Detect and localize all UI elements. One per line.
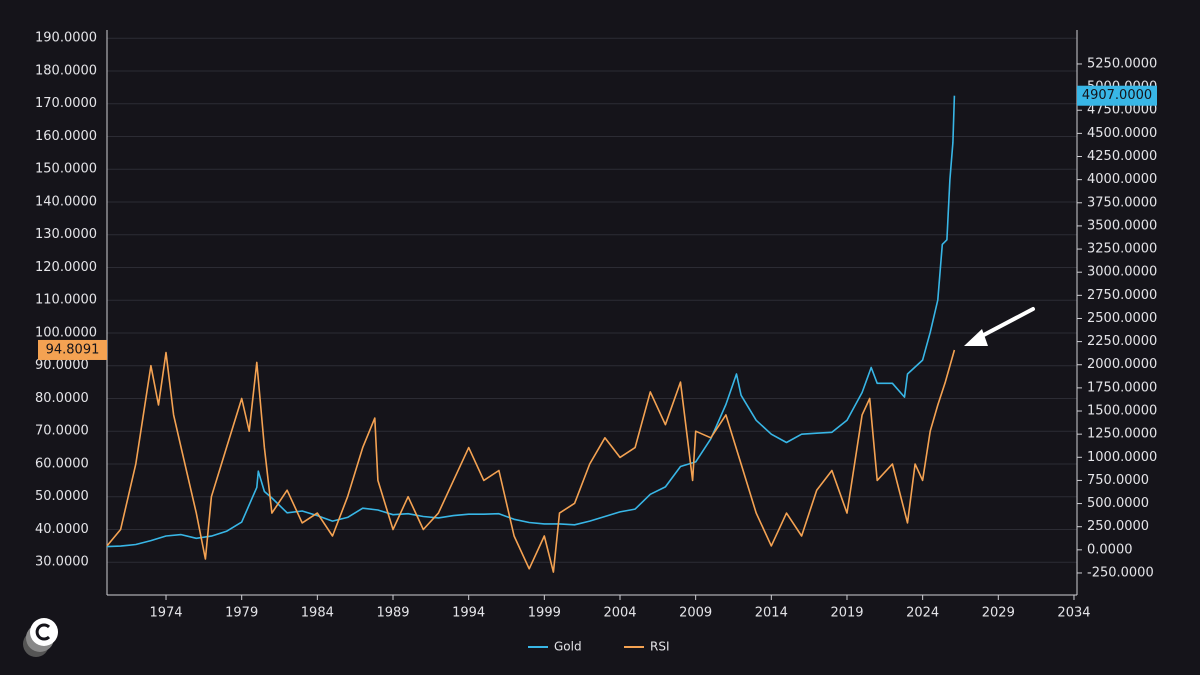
- y-tick-label: 160.0000: [35, 129, 97, 144]
- y2-tick-label: 4500.0000: [1087, 126, 1157, 141]
- x-tick-label: 2014: [755, 606, 788, 621]
- y-tick-label: 100.0000: [35, 325, 97, 340]
- arrow: [964, 307, 1035, 346]
- x-tick-label: 1974: [149, 606, 182, 621]
- y-tick-label: 140.0000: [35, 194, 97, 209]
- y2-tick-label: 4750.0000: [1087, 103, 1157, 118]
- y2-tick-label: 1500.0000: [1087, 404, 1157, 419]
- y2-tick-label: 1250.0000: [1087, 427, 1157, 442]
- y2-tick-label: 5250.0000: [1087, 56, 1157, 71]
- legend-label: Gold: [554, 640, 582, 654]
- series-line: [106, 349, 956, 573]
- last-value-label: 94.8091: [46, 342, 100, 357]
- y-tick-label: 80.0000: [35, 391, 89, 406]
- x-tick-label: 1989: [376, 606, 409, 621]
- y2-tick-label: 3500.0000: [1087, 218, 1157, 233]
- x-tick-label: 1979: [225, 606, 258, 621]
- y2-tick-label: 2500.0000: [1087, 311, 1157, 326]
- y-tick-label: 30.0000: [35, 555, 89, 570]
- y-tick-label: 120.0000: [35, 260, 97, 275]
- y2-tick-label: 1000.0000: [1087, 450, 1157, 465]
- y2-tick-label: 4250.0000: [1087, 149, 1157, 164]
- y-tick-label: 90.0000: [35, 358, 89, 373]
- y2-tick-label: 3250.0000: [1087, 242, 1157, 257]
- y-tick-label: 40.0000: [35, 522, 89, 537]
- y-tick-label: 190.0000: [35, 31, 97, 46]
- last-value-badge: [38, 339, 107, 360]
- y2-tick-label: 4000.0000: [1087, 172, 1157, 187]
- x-tick-label: 1994: [452, 606, 485, 621]
- last-value-label: 4907.0000: [1082, 88, 1152, 103]
- x-tick-label: 2004: [603, 606, 636, 621]
- y2-tick-label: 500.0000: [1087, 496, 1149, 511]
- y2-tick-label: 750.0000: [1087, 473, 1149, 488]
- y2-tick-label: 2000.0000: [1087, 357, 1157, 372]
- y2-tick-label: 1750.0000: [1087, 380, 1157, 395]
- y-tick-label: 50.0000: [35, 489, 89, 504]
- y2-tick-label: 2250.0000: [1087, 334, 1157, 349]
- y2-tick-label: 250.0000: [1087, 519, 1149, 534]
- x-tick-label: 2009: [679, 606, 712, 621]
- y2-tick-label: 2750.0000: [1087, 288, 1157, 303]
- logo: [23, 618, 58, 657]
- legend-label: RSI: [650, 640, 670, 654]
- y2-tick-label: -250.0000: [1087, 565, 1154, 580]
- y-tick-label: 130.0000: [35, 227, 97, 242]
- last-value-badge: [1077, 85, 1157, 106]
- y-tick-label: 170.0000: [35, 96, 97, 111]
- x-tick-label: 2024: [906, 606, 939, 621]
- x-tick-label: 2019: [830, 606, 863, 621]
- x-tick-label: 2034: [1057, 606, 1090, 621]
- y-tick-label: 110.0000: [35, 293, 97, 308]
- series-line: [106, 95, 956, 548]
- y-tick-label: 70.0000: [35, 424, 89, 439]
- grid: [107, 37, 1077, 563]
- y2-tick-label: 3750.0000: [1087, 195, 1157, 210]
- y-tick-label: 60.0000: [35, 456, 89, 471]
- x-tick-label: 1984: [301, 606, 334, 621]
- y-tick-label: 180.0000: [35, 63, 97, 78]
- y2-tick-label: 3000.0000: [1087, 265, 1157, 280]
- x-tick-label: 1999: [528, 606, 561, 621]
- y-tick-label: 150.0000: [35, 162, 97, 177]
- y2-tick-label: 0.0000: [1087, 542, 1133, 557]
- x-tick-label: 2029: [982, 606, 1015, 621]
